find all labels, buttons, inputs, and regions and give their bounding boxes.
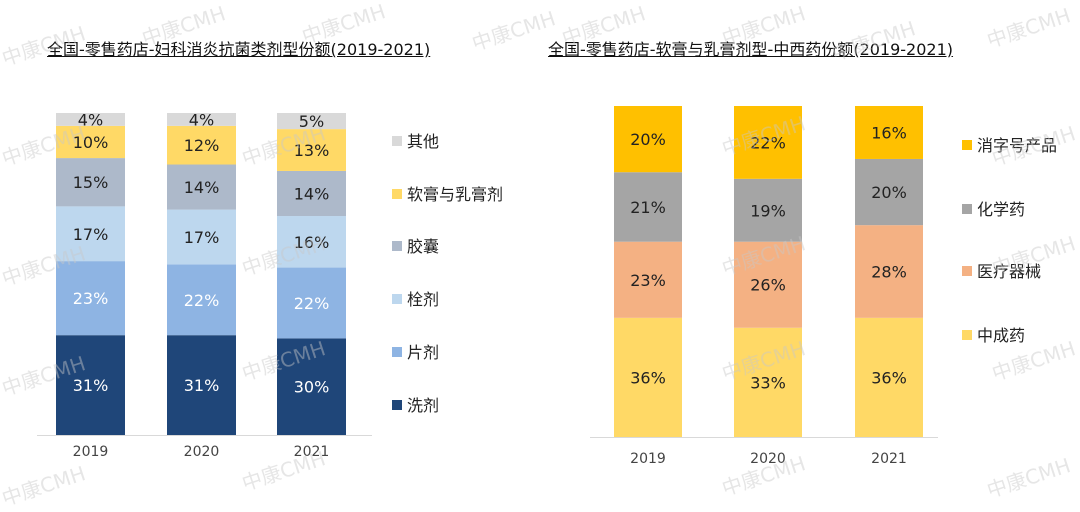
legend-label: 胶囊 bbox=[407, 237, 439, 256]
bar-segment bbox=[277, 129, 346, 171]
bar-segment bbox=[734, 241, 802, 328]
bar-segment bbox=[167, 335, 236, 435]
legend-swatch bbox=[392, 294, 402, 304]
chart-title-left: 全国-零售药店-妇科消炎抗菌类剂型份额(2019-2021) bbox=[47, 40, 431, 59]
data-label: 20% bbox=[871, 183, 907, 202]
legend-label: 栓剂 bbox=[407, 290, 439, 309]
x-tick-label: 2019 bbox=[630, 451, 666, 467]
data-label: 13% bbox=[294, 141, 330, 160]
bar-segment bbox=[855, 317, 923, 437]
data-label: 4% bbox=[189, 110, 214, 129]
data-label: 28% bbox=[871, 263, 907, 282]
data-label: 22% bbox=[750, 133, 786, 152]
data-label: 31% bbox=[184, 376, 220, 395]
x-tick-label: 2021 bbox=[871, 451, 907, 467]
bar-segment bbox=[855, 106, 923, 159]
legend-label: 医疗器械 bbox=[977, 262, 1041, 281]
bar-segment bbox=[277, 267, 346, 339]
legend-swatch bbox=[392, 347, 402, 357]
bar-segment bbox=[614, 106, 682, 173]
x-tick-label: 2021 bbox=[294, 444, 330, 460]
data-label: 14% bbox=[294, 185, 330, 204]
legend-swatch bbox=[962, 204, 972, 214]
data-label: 21% bbox=[630, 198, 666, 217]
bar-segment bbox=[56, 158, 125, 207]
bar-segment bbox=[277, 113, 346, 130]
data-label: 4% bbox=[78, 110, 103, 129]
data-label: 30% bbox=[294, 378, 330, 397]
data-label: 20% bbox=[630, 130, 666, 149]
bar-segment bbox=[855, 225, 923, 318]
data-label: 16% bbox=[294, 233, 330, 252]
data-label: 31% bbox=[73, 376, 109, 395]
x-tick-label: 2020 bbox=[184, 444, 220, 460]
legend-swatch bbox=[962, 266, 972, 276]
bar-segment bbox=[734, 106, 802, 179]
data-label: 5% bbox=[299, 112, 324, 131]
charts-canvas: 31% 23% 17% 15% 10% 4% 2019 31% 22% 17% 14% 12% 4% 20… bbox=[37, 106, 1057, 467]
legend-label: 片剂 bbox=[407, 343, 439, 362]
bar-segment bbox=[167, 164, 236, 210]
data-label: 16% bbox=[871, 123, 907, 142]
data-label: 22% bbox=[294, 294, 330, 313]
bar-segment bbox=[855, 158, 923, 226]
bar-segment bbox=[167, 209, 236, 265]
bar-segment bbox=[167, 125, 236, 165]
x-tick-label: 2020 bbox=[750, 451, 786, 467]
bar-segment bbox=[614, 317, 682, 437]
data-label: 23% bbox=[630, 271, 666, 290]
legend-swatch bbox=[392, 189, 402, 199]
legend-label: 消字号产品 bbox=[977, 136, 1057, 155]
chart-title-right: 全国-零售药店-软膏与乳膏剂型-中西药份额(2019-2021) bbox=[548, 40, 954, 59]
data-label: 26% bbox=[750, 276, 786, 295]
legend-swatch bbox=[392, 400, 402, 410]
data-label: 19% bbox=[750, 201, 786, 220]
bar-segment bbox=[734, 327, 802, 437]
bar-segment bbox=[614, 241, 682, 318]
bar-segment bbox=[56, 113, 125, 126]
data-label: 10% bbox=[73, 133, 109, 152]
legend-label: 中成药 bbox=[977, 326, 1025, 345]
bar-segment bbox=[167, 264, 236, 336]
x-tick-label: 2019 bbox=[73, 444, 109, 460]
bar-segment bbox=[277, 216, 346, 268]
data-label: 17% bbox=[184, 228, 220, 247]
bar-segment bbox=[614, 172, 682, 242]
bar-segment bbox=[277, 170, 346, 217]
data-label: 23% bbox=[73, 289, 109, 308]
bar-segment bbox=[56, 125, 125, 159]
data-label: 12% bbox=[184, 136, 220, 155]
data-label: 33% bbox=[750, 373, 786, 392]
data-label: 15% bbox=[73, 173, 109, 192]
legend-label: 洗剂 bbox=[407, 396, 439, 415]
legend-label: 软膏与乳膏剂 bbox=[407, 185, 503, 204]
bar-segment bbox=[56, 335, 125, 435]
bar-segment bbox=[277, 338, 346, 435]
bar-segment bbox=[734, 178, 802, 242]
data-label: 36% bbox=[630, 368, 666, 387]
data-label: 22% bbox=[184, 291, 220, 310]
legend-swatch bbox=[962, 330, 972, 340]
legend-swatch bbox=[392, 241, 402, 251]
legend-swatch bbox=[962, 140, 972, 150]
legend-swatch bbox=[392, 136, 402, 146]
legend-label: 其他 bbox=[407, 132, 439, 151]
bar-segment bbox=[56, 206, 125, 262]
data-label: 14% bbox=[184, 178, 220, 197]
bar-segment bbox=[167, 113, 236, 126]
legend-label: 化学药 bbox=[977, 200, 1025, 219]
bar-segment bbox=[56, 261, 125, 336]
data-label: 17% bbox=[73, 225, 109, 244]
data-label: 36% bbox=[871, 368, 907, 387]
